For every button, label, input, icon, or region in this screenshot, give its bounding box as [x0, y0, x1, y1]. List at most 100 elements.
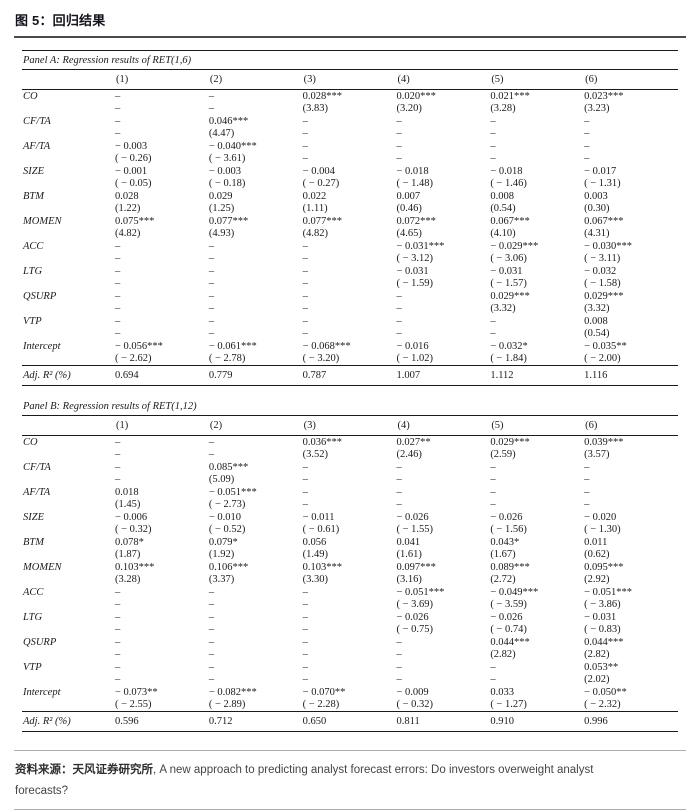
- result-cell: − 0.049***( − 3.59): [490, 586, 584, 611]
- coefficient-value: 0.056: [302, 537, 327, 548]
- t-statistic: ( − 2.00): [584, 352, 621, 364]
- result-cell: – –: [115, 611, 209, 636]
- coefficient-value: − 0.049***: [490, 587, 539, 598]
- coefficient-value: –: [208, 241, 215, 252]
- result-cell: − 0.006( − 0.32): [115, 511, 209, 536]
- coefficient-value: –: [302, 116, 308, 127]
- t-statistic: ( − 2.73): [208, 498, 246, 510]
- t-statistic: ( − 0.52): [208, 523, 246, 535]
- coefficient-value: − 0.051***: [208, 487, 257, 498]
- figure-header: 图 5：回归结果: [14, 8, 686, 38]
- coefficient-value: –: [208, 612, 215, 623]
- t-statistic: (5.09): [208, 473, 235, 485]
- result-cell: 0.089*** (2.72): [490, 561, 584, 586]
- coefficient-value: –: [584, 141, 590, 152]
- col-head-blank: [22, 69, 115, 90]
- source-line-2: forecasts?: [15, 785, 69, 797]
- result-cell: − 0.018( − 1.46): [490, 165, 584, 190]
- coefficient-value: –: [115, 291, 121, 302]
- t-statistic: (3.28): [490, 102, 516, 114]
- t-statistic: –: [115, 648, 121, 660]
- coefficient-value: –: [302, 266, 308, 277]
- t-statistic: ( − 1.46): [490, 177, 527, 189]
- result-cell: − 0.032*( − 1.84): [490, 340, 584, 366]
- result-cell: – –: [584, 140, 678, 165]
- column-header: (6): [584, 415, 678, 436]
- coefficient-value: 0.067***: [584, 216, 624, 227]
- t-statistic: (1.45): [115, 498, 141, 510]
- result-cell: − 0.051***( − 2.73): [209, 486, 303, 511]
- result-cell: 0.072*** (4.65): [396, 215, 490, 240]
- result-cell: − 0.061***( − 2.78): [209, 340, 303, 366]
- t-statistic: (2.82): [584, 648, 610, 660]
- coefficient-value: –: [302, 637, 308, 648]
- adj-r2-label: Adj. R² (%): [22, 365, 115, 386]
- column-header: (1): [115, 69, 209, 90]
- result-cell: – –: [303, 115, 397, 140]
- result-cell: – –: [303, 315, 397, 340]
- result-cell: 0.007 (0.46): [396, 190, 490, 215]
- coefficient-value: − 0.050**: [584, 687, 627, 698]
- t-statistic: –: [302, 498, 308, 510]
- t-statistic: (1.87): [115, 548, 141, 560]
- t-statistic: –: [396, 473, 402, 485]
- result-cell: 0.044*** (2.82): [490, 636, 584, 661]
- adj-r2-label: Adj. R² (%): [22, 711, 115, 732]
- coefficient-value: − 0.030***: [584, 241, 633, 252]
- t-statistic: ( − 0.18): [208, 177, 246, 189]
- result-cell: − 0.031( − 0.83): [584, 611, 678, 636]
- coefficient-value: –: [490, 141, 496, 152]
- figure-title: 图 5：回归结果: [15, 13, 106, 28]
- t-statistic: –: [396, 302, 402, 314]
- coefficient-value: − 0.051***: [584, 587, 633, 598]
- result-cell: 0.103*** (3.28): [115, 561, 209, 586]
- coefficient-value: 0.095***: [584, 562, 624, 573]
- table-row: CF/TA – –0.046*** (4.47) – – – – – – – –: [22, 115, 678, 140]
- regression-table-area: Panel A: Regression results of RET(1,6)(…: [22, 50, 678, 732]
- result-cell: – –: [303, 611, 397, 636]
- result-cell: 0.029*** (3.32): [584, 290, 678, 315]
- t-statistic: –: [208, 448, 215, 460]
- t-statistic: ( − 1.84): [490, 352, 527, 364]
- result-cell: 0.041 (1.61): [396, 536, 490, 561]
- coefficient-value: 0.044***: [584, 637, 624, 648]
- col-head-blank: [22, 415, 115, 436]
- coefficient-value: –: [115, 241, 121, 252]
- t-statistic: –: [396, 648, 402, 660]
- table-row: ACC – – – – – – − 0.031***( − 3.12) − 0.029***( …: [22, 240, 678, 265]
- coefficient-value: –: [208, 662, 215, 673]
- coefficient-value: 0.078*: [115, 537, 144, 548]
- result-cell: – –: [396, 461, 490, 486]
- result-cell: − 0.040***( − 3.61): [209, 140, 303, 165]
- coefficient-value: –: [115, 266, 121, 277]
- t-statistic: –: [584, 498, 590, 510]
- coefficient-value: − 0.031: [396, 266, 429, 277]
- result-cell: – –: [490, 315, 584, 340]
- t-statistic: –: [302, 648, 308, 660]
- result-cell: – –: [303, 661, 397, 686]
- t-statistic: –: [302, 252, 308, 264]
- result-cell: – –: [490, 115, 584, 140]
- variable-name: AF/TA: [23, 141, 51, 152]
- result-cell: – –: [584, 461, 678, 486]
- source-citation: , A new approach to predicting analyst f…: [153, 764, 594, 776]
- result-cell: 0.023*** (3.23): [584, 90, 678, 116]
- coefficient-value: 0.033: [490, 687, 514, 698]
- coefficient-value: 0.077***: [302, 216, 343, 227]
- coefficient-value: 0.085***: [208, 462, 249, 473]
- result-cell: − 0.016( − 1.02): [396, 340, 490, 366]
- coefficient-value: 0.072***: [396, 216, 436, 227]
- adj-r2-value: 0.779: [208, 365, 303, 386]
- t-statistic: ( − 3.20): [302, 352, 340, 364]
- t-statistic: (1.49): [302, 548, 329, 560]
- t-statistic: –: [115, 623, 121, 635]
- t-statistic: –: [208, 327, 215, 339]
- t-statistic: (2.46): [396, 448, 422, 460]
- t-statistic: –: [115, 102, 121, 114]
- result-cell: – –: [490, 486, 584, 511]
- column-header: (4): [396, 69, 491, 90]
- t-statistic: (3.32): [584, 302, 610, 314]
- adj-r2-value: 0.694: [115, 365, 209, 386]
- result-cell: − 0.035**( − 2.00): [584, 340, 678, 366]
- result-cell: 0.003 (0.30): [584, 190, 678, 215]
